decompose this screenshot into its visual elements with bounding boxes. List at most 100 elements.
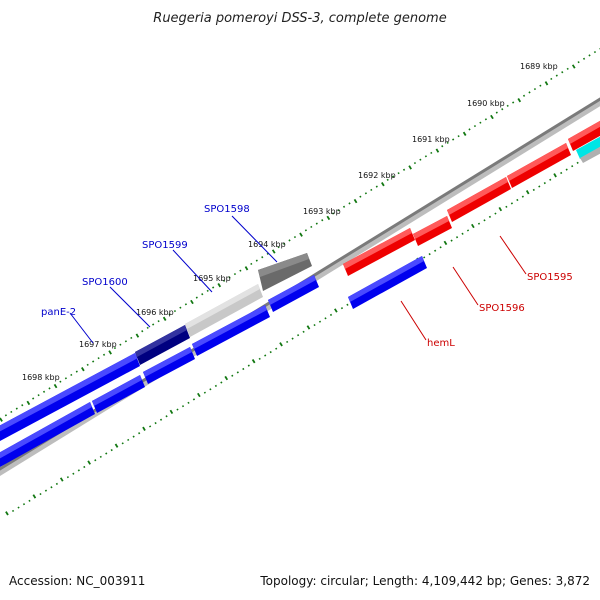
major-tick: [190, 299, 194, 305]
minor-tick: [64, 377, 67, 380]
minor-tick: [522, 94, 526, 97]
minor-tick: [576, 161, 579, 164]
minor-tick: [203, 391, 206, 394]
minor-tick: [521, 195, 524, 198]
major-tick: [462, 131, 467, 136]
minor-tick: [501, 108, 504, 111]
major-tick: [408, 165, 412, 170]
minor-tick: [532, 188, 535, 191]
minor-tick: [364, 192, 367, 195]
gene-label-panE-2[interactable]: panE-2: [41, 307, 76, 318]
major-tick: [5, 511, 9, 516]
minor-tick: [277, 246, 280, 249]
minor-tick: [55, 482, 58, 485]
minor-tick: [233, 272, 237, 276]
minor-tick: [329, 313, 333, 316]
minor-tick: [157, 320, 160, 323]
major-tick: [81, 367, 85, 372]
major-tick: [471, 223, 475, 229]
major-tick: [108, 350, 112, 355]
minor-tick: [247, 364, 250, 367]
minor-tick: [37, 394, 40, 397]
minor-tick: [288, 239, 291, 242]
minor-tick: [94, 459, 97, 462]
minor-tick: [457, 135, 460, 138]
minor-tick: [375, 185, 378, 188]
minor-tick: [48, 387, 51, 390]
major-tick: [114, 443, 119, 448]
gene-label-hemL[interactable]: hemL: [427, 338, 455, 349]
minor-tick: [516, 198, 519, 202]
minor-tick: [313, 323, 316, 327]
minor-tick: [293, 235, 297, 239]
major-tick: [162, 316, 167, 321]
minor-tick: [119, 343, 122, 346]
cds-highlight-cyan[interactable]: [576, 134, 600, 159]
minor-tick: [124, 340, 127, 343]
major-tick: [244, 266, 249, 271]
major-tick: [353, 198, 358, 204]
minor-tick: [359, 195, 362, 198]
minor-tick: [428, 252, 431, 256]
minor-tick: [466, 229, 470, 232]
minor-tick: [318, 320, 322, 323]
map-title: Ruegeria pomeroyi DSS-3, complete genome: [153, 11, 446, 26]
minor-tick: [231, 374, 234, 377]
minor-tick: [168, 313, 171, 316]
minor-tick: [549, 178, 552, 181]
minor-tick: [291, 337, 294, 340]
gene-label-SPO1598[interactable]: SPO1598: [204, 204, 250, 215]
minor-tick: [110, 449, 113, 452]
gene-label-SPO1600[interactable]: SPO1600: [82, 277, 128, 288]
gene-label-SPO1595[interactable]: SPO1595: [527, 272, 573, 283]
scale-label-1695: 1695 kbp: [193, 274, 231, 283]
forward-label-leaders: [69, 215, 278, 344]
minor-tick: [86, 363, 89, 366]
major-tick: [443, 240, 448, 246]
major-tick: [490, 114, 494, 120]
minor-tick: [455, 236, 459, 239]
minor-tick: [337, 209, 340, 212]
minor-tick: [70, 373, 73, 377]
minor-tick: [42, 390, 46, 393]
minor-tick: [468, 128, 471, 131]
minor-tick: [59, 380, 62, 383]
minor-tick: [121, 442, 124, 445]
major-tick: [498, 206, 503, 212]
major-tick: [271, 249, 276, 254]
minor-tick: [538, 185, 541, 188]
minor-tick: [565, 168, 568, 171]
minor-tick: [146, 326, 149, 329]
gene-label-SPO1596[interactable]: SPO1596: [479, 303, 525, 314]
gene-label-SPO1599[interactable]: SPO1599: [142, 240, 188, 251]
minor-tick: [83, 465, 86, 469]
minor-tick: [184, 303, 187, 306]
minor-tick: [165, 415, 168, 418]
minor-tick: [494, 212, 497, 215]
minor-tick: [302, 330, 305, 333]
minor-tick: [282, 242, 286, 245]
minor-tick: [39, 492, 42, 496]
minor-tick: [304, 229, 307, 232]
minor-tick: [32, 397, 35, 400]
major-tick: [435, 148, 440, 153]
minor-tick: [402, 168, 406, 171]
minor-tick: [222, 279, 226, 282]
major-tick: [59, 477, 64, 482]
minor-tick: [28, 499, 31, 502]
major-tick: [381, 182, 385, 187]
major-tick: [334, 308, 338, 313]
major-tick: [26, 400, 31, 406]
minor-tick: [566, 67, 569, 70]
major-tick: [279, 342, 283, 347]
minor-tick: [176, 408, 179, 411]
minor-tick: [555, 74, 558, 77]
minor-tick: [505, 205, 508, 208]
minor-tick: [102, 353, 106, 356]
major-tick: [553, 173, 557, 178]
minor-tick: [212, 286, 215, 289]
minor-tick: [159, 418, 163, 421]
minor-tick: [132, 435, 135, 438]
major-tick: [135, 333, 140, 338]
minor-tick: [340, 307, 344, 310]
